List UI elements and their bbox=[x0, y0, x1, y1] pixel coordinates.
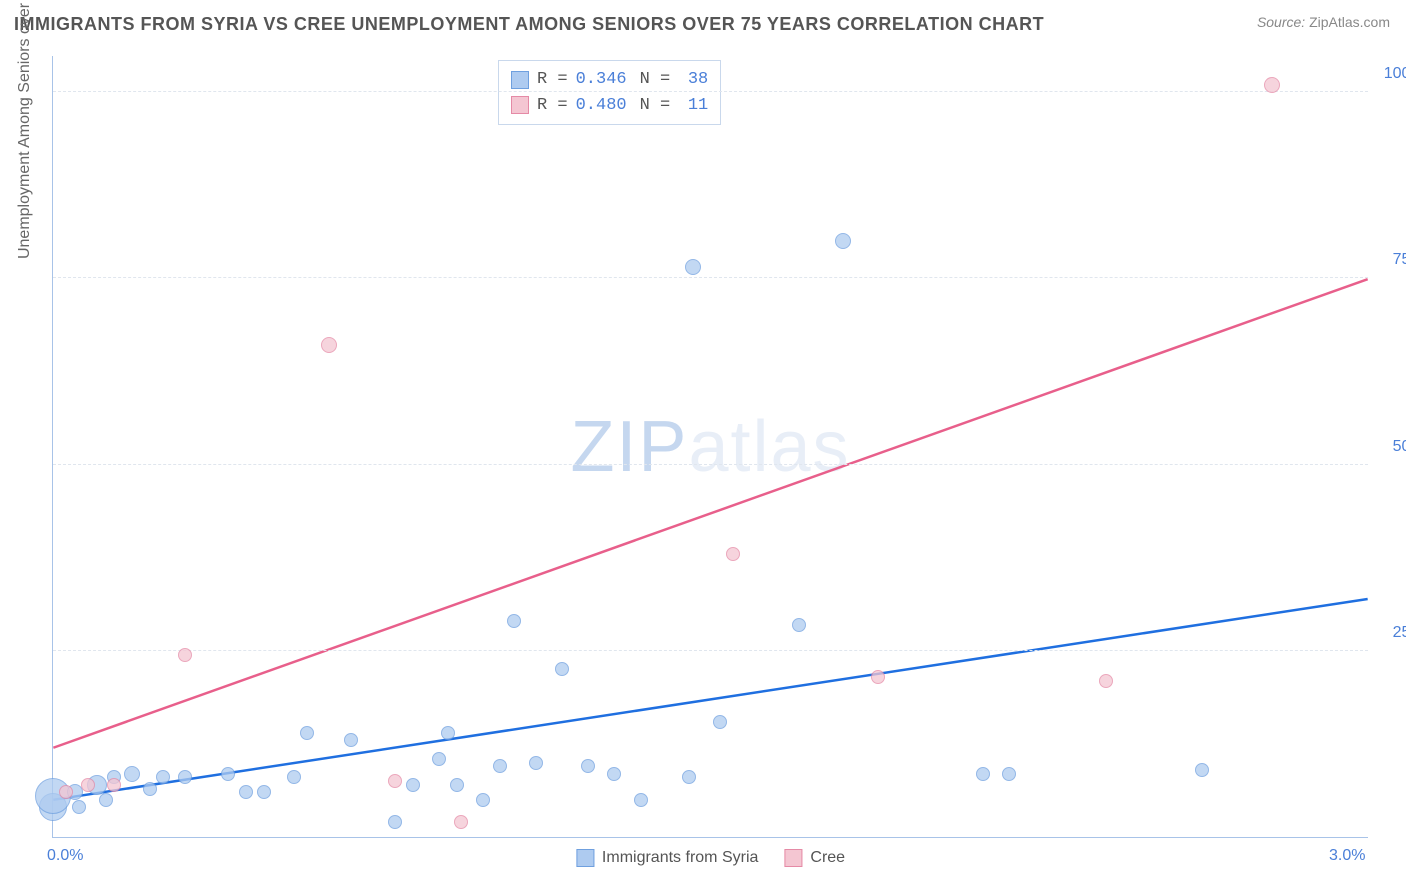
trend-lines bbox=[53, 56, 1368, 837]
data-point-cree bbox=[107, 778, 121, 792]
data-point-syria bbox=[300, 726, 314, 740]
stats-r-value: 0.346 bbox=[576, 67, 632, 93]
data-point-syria bbox=[221, 767, 235, 781]
stats-n-label: N = bbox=[640, 67, 671, 93]
data-point-cree bbox=[871, 670, 885, 684]
stats-r-label: R = bbox=[537, 67, 568, 93]
data-point-syria bbox=[1195, 763, 1209, 777]
x-tick-label: 0.0% bbox=[47, 847, 83, 865]
data-point-cree bbox=[1264, 77, 1280, 93]
data-point-cree bbox=[454, 815, 468, 829]
data-point-syria bbox=[476, 793, 490, 807]
watermark: ZIPatlas bbox=[570, 406, 850, 488]
y-axis-title: Unemployment Among Seniors over 75 years bbox=[16, 0, 34, 259]
stats-r-label: R = bbox=[537, 93, 568, 119]
legend-swatch-cree bbox=[784, 849, 802, 867]
gridline bbox=[53, 91, 1368, 92]
stats-n-value: 11 bbox=[678, 93, 708, 119]
stats-swatch-syria bbox=[511, 71, 529, 89]
watermark-atlas: atlas bbox=[688, 407, 850, 487]
data-point-syria bbox=[634, 793, 648, 807]
data-point-syria bbox=[493, 759, 507, 773]
legend-swatch-syria bbox=[576, 849, 594, 867]
data-point-syria bbox=[441, 726, 455, 740]
data-point-syria bbox=[507, 614, 521, 628]
y-tick-label: 50.0% bbox=[1378, 438, 1406, 456]
data-point-syria bbox=[72, 800, 86, 814]
data-point-syria bbox=[143, 782, 157, 796]
chart-title: IMMIGRANTS FROM SYRIA VS CREE UNEMPLOYME… bbox=[14, 14, 1044, 35]
data-point-cree bbox=[726, 547, 740, 561]
data-point-cree bbox=[59, 785, 73, 799]
legend-label: Immigrants from Syria bbox=[602, 849, 758, 867]
data-point-cree bbox=[1099, 674, 1113, 688]
data-point-cree bbox=[178, 648, 192, 662]
stats-n-label: N = bbox=[640, 93, 671, 119]
data-point-syria bbox=[682, 770, 696, 784]
data-point-syria bbox=[835, 233, 851, 249]
x-tick-label: 3.0% bbox=[1329, 847, 1365, 865]
data-point-syria bbox=[1002, 767, 1016, 781]
source-label: Source: bbox=[1257, 14, 1305, 30]
watermark-zip: ZIP bbox=[570, 407, 688, 487]
data-point-syria bbox=[713, 715, 727, 729]
correlation-stats-box: R = 0.346 N = 38 R = 0.480 N = 11 bbox=[498, 60, 721, 125]
data-point-syria bbox=[607, 767, 621, 781]
data-point-syria bbox=[976, 767, 990, 781]
data-point-syria bbox=[124, 766, 140, 782]
source-value: ZipAtlas.com bbox=[1309, 14, 1390, 30]
gridline bbox=[53, 277, 1368, 278]
stats-row-cree: R = 0.480 N = 11 bbox=[511, 93, 708, 119]
data-point-syria bbox=[344, 733, 358, 747]
legend-label: Cree bbox=[810, 849, 845, 867]
source-attribution: Source: ZipAtlas.com bbox=[1257, 14, 1390, 30]
legend: Immigrants from Syria Cree bbox=[576, 849, 845, 867]
data-point-syria bbox=[450, 778, 464, 792]
y-tick-label: 100.0% bbox=[1378, 65, 1406, 83]
legend-item-syria: Immigrants from Syria bbox=[576, 849, 758, 867]
data-point-syria bbox=[178, 770, 192, 784]
data-point-syria bbox=[529, 756, 543, 770]
trend-line-cree bbox=[53, 279, 1367, 748]
data-point-cree bbox=[81, 778, 95, 792]
data-point-cree bbox=[321, 337, 337, 353]
data-point-syria bbox=[156, 770, 170, 784]
stats-r-value: 0.480 bbox=[576, 93, 632, 119]
gridline bbox=[53, 464, 1368, 465]
trend-line-syria bbox=[53, 599, 1367, 800]
data-point-syria bbox=[792, 618, 806, 632]
stats-swatch-cree bbox=[511, 96, 529, 114]
data-point-syria bbox=[685, 259, 701, 275]
data-point-syria bbox=[239, 785, 253, 799]
data-point-syria bbox=[406, 778, 420, 792]
data-point-syria bbox=[555, 662, 569, 676]
plot-area: ZIPatlas R =0.346N =38R =0.480N =11 Immi… bbox=[52, 56, 1368, 838]
y-tick-label: 25.0% bbox=[1378, 624, 1406, 642]
data-point-syria bbox=[581, 759, 595, 773]
data-point-syria bbox=[257, 785, 271, 799]
data-point-syria bbox=[388, 815, 402, 829]
data-point-cree bbox=[388, 774, 402, 788]
y-tick-label: 75.0% bbox=[1378, 251, 1406, 269]
data-point-syria bbox=[287, 770, 301, 784]
legend-item-cree: Cree bbox=[784, 849, 845, 867]
data-point-syria bbox=[432, 752, 446, 766]
stats-row-syria: R = 0.346 N = 38 bbox=[511, 67, 708, 93]
data-point-syria bbox=[99, 793, 113, 807]
gridline bbox=[53, 650, 1368, 651]
stats-n-value: 38 bbox=[678, 67, 708, 93]
